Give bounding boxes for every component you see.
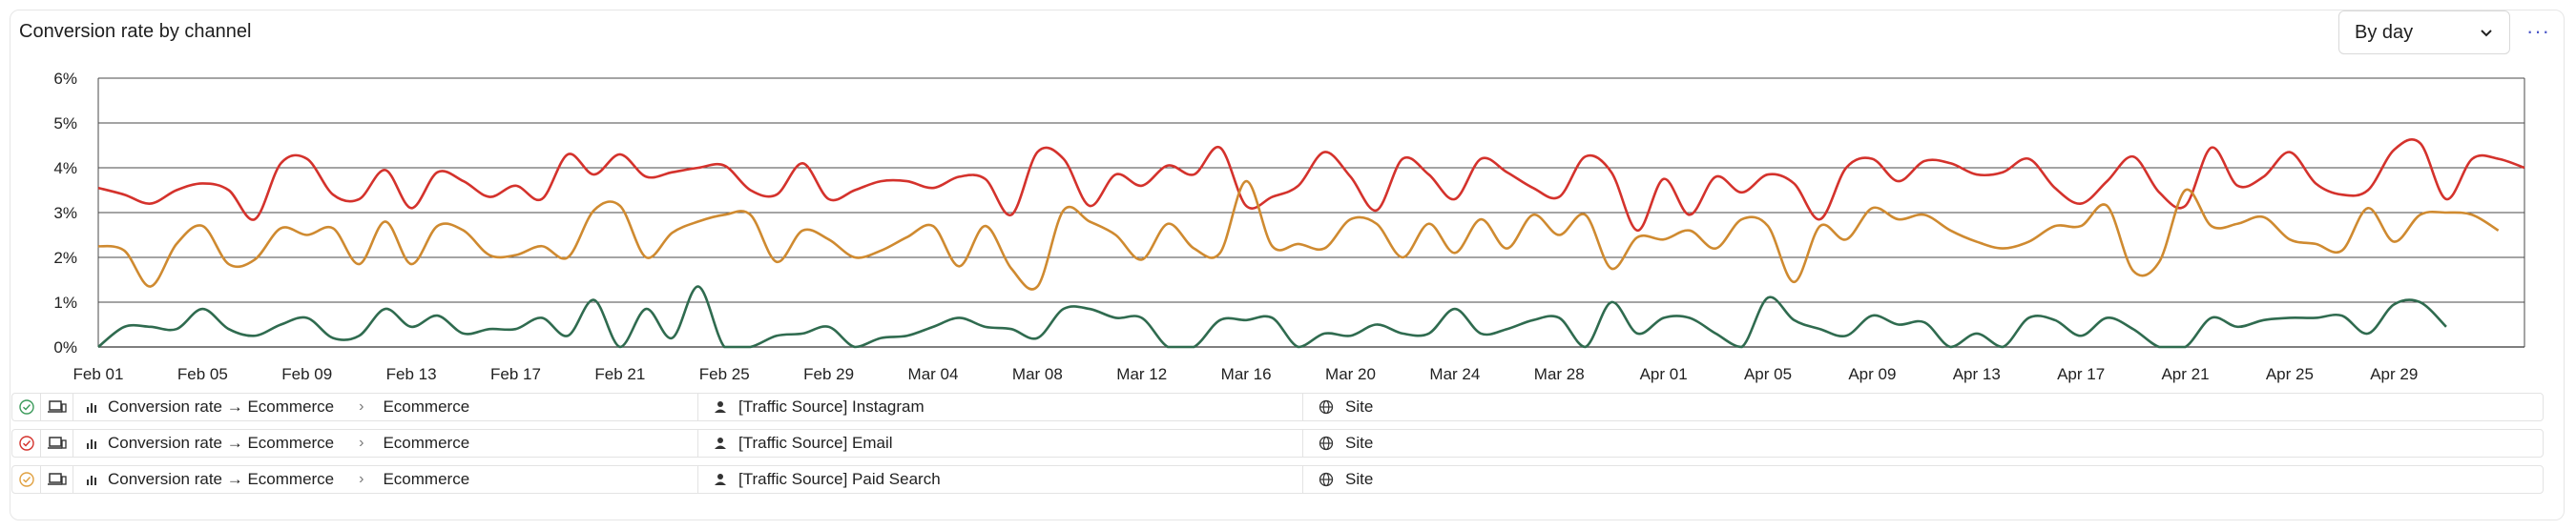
segment-cell[interactable]: [Traffic Source] Instagram: [698, 394, 1303, 420]
device-cell: [41, 394, 73, 420]
legend-row[interactable]: Conversion rate → Ecommerce › Ecommerce …: [11, 465, 2544, 494]
segment-label: [Traffic Source] Email: [738, 434, 893, 452]
y-tick-label: 2%: [53, 249, 77, 267]
user-icon: [715, 438, 726, 449]
step-label: Ecommerce: [383, 470, 470, 488]
metric-label: Conversion rate → Ecommerce: [108, 434, 335, 452]
scope-label: Site: [1345, 398, 1374, 416]
segment-label: [Traffic Source] Paid Search: [738, 470, 941, 488]
x-tick-label: Mar 04: [908, 365, 959, 383]
user-icon: [715, 474, 726, 485]
step-label: Ecommerce: [383, 398, 470, 416]
segment-cell[interactable]: [Traffic Source] Paid Search: [698, 466, 1303, 493]
granularity-value: By day: [2355, 21, 2414, 43]
bar-chart-icon: [87, 403, 96, 413]
series-line: [97, 179, 2500, 291]
x-tick-label: Apr 05: [1744, 365, 1792, 383]
series-line: [97, 138, 2525, 233]
metric-cell[interactable]: Conversion rate → Ecommerce › Ecommerce: [73, 394, 698, 420]
scope-cell[interactable]: Site: [1303, 394, 2543, 420]
series-status-cell[interactable]: [12, 430, 41, 457]
metric-label: Conversion rate → Ecommerce: [108, 470, 335, 488]
device-cell: [41, 430, 73, 457]
x-tick-label: Apr 09: [1848, 365, 1896, 383]
x-tick-label: Feb 01: [73, 365, 124, 383]
scope-cell[interactable]: Site: [1303, 466, 2543, 493]
x-tick-label: Mar 24: [1429, 365, 1480, 383]
x-tick-label: Apr 13: [1953, 365, 2001, 383]
segment-label: [Traffic Source] Instagram: [738, 398, 924, 416]
x-tick-label: Apr 21: [2161, 365, 2209, 383]
granularity-dropdown[interactable]: By day: [2338, 10, 2510, 54]
y-tick-label: 6%: [53, 70, 77, 88]
y-tick-label: 5%: [53, 114, 77, 132]
x-tick-label: Feb 17: [490, 365, 541, 383]
globe-icon: [1319, 436, 1334, 451]
scope-label: Site: [1345, 434, 1374, 452]
devices-icon: [47, 437, 67, 449]
chevron-down-icon: [2481, 30, 2492, 37]
chevron-right-icon: ›: [359, 471, 364, 487]
series-legend-rows: Conversion rate → Ecommerce › Ecommerce …: [11, 393, 2544, 501]
check-circle-icon[interactable]: [18, 435, 35, 452]
legend-row[interactable]: Conversion rate → Ecommerce › Ecommerce …: [11, 393, 2544, 421]
series-line: [97, 285, 2447, 349]
chart-title: Conversion rate by channel: [19, 21, 252, 42]
x-tick-label: Mar 08: [1012, 365, 1063, 383]
globe-icon: [1319, 399, 1334, 415]
x-tick-label: Feb 21: [594, 365, 645, 383]
x-tick-label: Mar 12: [1116, 365, 1167, 383]
bar-chart-icon: [87, 476, 96, 485]
step-label: Ecommerce: [383, 434, 470, 452]
y-tick-label: 3%: [53, 204, 77, 222]
series-status-cell[interactable]: [12, 394, 41, 420]
bar-chart-icon: [87, 439, 96, 449]
x-tick-label: Apr 01: [1640, 365, 1688, 383]
device-cell: [41, 466, 73, 493]
devices-icon: [47, 400, 67, 413]
x-tick-label: Apr 17: [2057, 365, 2105, 383]
x-tick-label: Mar 20: [1325, 365, 1376, 383]
y-tick-label: 1%: [53, 294, 77, 312]
y-tick-label: 4%: [53, 159, 77, 177]
scope-label: Site: [1345, 470, 1374, 488]
line-chart: 0% 1% 2% 3% 4% 5% 6% Feb 01 Feb 05 Feb 09 Feb 13 Fe…: [53, 70, 2525, 383]
x-tick-label: Feb 25: [699, 365, 750, 383]
metric-cell[interactable]: Conversion rate → Ecommerce › Ecommerce: [73, 430, 698, 457]
metric-label: Conversion rate → Ecommerce: [108, 398, 335, 416]
x-tick-label: Mar 16: [1221, 365, 1272, 383]
x-tick-label: Feb 05: [177, 365, 228, 383]
y-tick-label: 0%: [53, 338, 77, 357]
user-icon: [715, 401, 726, 413]
x-tick-label: Mar 28: [1534, 365, 1585, 383]
x-tick-label: Apr 29: [2370, 365, 2418, 383]
x-tick-label: Apr 25: [2266, 365, 2314, 383]
check-circle-icon[interactable]: [18, 398, 35, 416]
x-tick-label: Feb 29: [803, 365, 854, 383]
legend-row[interactable]: Conversion rate → Ecommerce › Ecommerce …: [11, 429, 2544, 458]
check-circle-icon[interactable]: [18, 471, 35, 488]
metric-cell[interactable]: Conversion rate → Ecommerce › Ecommerce: [73, 466, 698, 493]
more-options-button[interactable]: ···: [2526, 19, 2550, 43]
scope-cell[interactable]: Site: [1303, 430, 2543, 457]
devices-icon: [47, 473, 67, 485]
segment-cell[interactable]: [Traffic Source] Email: [698, 430, 1303, 457]
x-tick-label: Feb 09: [281, 365, 332, 383]
chevron-right-icon: ›: [359, 398, 364, 415]
globe-icon: [1319, 472, 1334, 487]
x-tick-label: Feb 13: [386, 365, 437, 383]
chevron-right-icon: ›: [359, 435, 364, 451]
series-status-cell[interactable]: [12, 466, 41, 493]
